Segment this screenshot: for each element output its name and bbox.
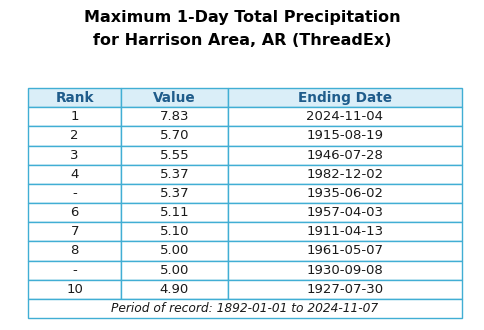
Text: 1930-09-08: 1930-09-08 [306, 264, 383, 277]
Bar [28, 203, 121, 222]
Text: 1911-04-13: 1911-04-13 [306, 225, 383, 238]
Bar [227, 184, 462, 203]
Bar [28, 260, 121, 280]
Bar [28, 107, 121, 126]
Bar [121, 260, 227, 280]
Text: 4.90: 4.90 [160, 283, 189, 296]
Text: -: - [72, 264, 77, 277]
Text: 6: 6 [71, 206, 79, 219]
Bar [121, 184, 227, 203]
Bar [28, 146, 121, 165]
Bar [28, 88, 121, 107]
Bar [121, 107, 227, 126]
Bar [227, 146, 462, 165]
Text: 1982-12-02: 1982-12-02 [306, 168, 383, 181]
Bar [28, 299, 462, 318]
Text: 1915-08-19: 1915-08-19 [306, 129, 383, 143]
Bar [227, 107, 462, 126]
Text: 1935-06-02: 1935-06-02 [306, 187, 383, 200]
Bar [121, 165, 227, 184]
Text: 5.37: 5.37 [160, 187, 189, 200]
Bar [227, 203, 462, 222]
Text: 7.83: 7.83 [160, 110, 189, 123]
Text: Period of record: 1892-01-01 to 2024-11-07: Period of record: 1892-01-01 to 2024-11-… [111, 302, 378, 315]
Bar [121, 241, 227, 260]
Text: 5.00: 5.00 [160, 264, 189, 277]
Text: 5.70: 5.70 [160, 129, 189, 143]
Text: 10: 10 [66, 283, 83, 296]
Text: Value: Value [153, 90, 196, 105]
Bar [28, 222, 121, 241]
Bar [121, 222, 227, 241]
Text: 5.55: 5.55 [160, 148, 189, 162]
Text: for Harrison Area, AR (ThreadEx): for Harrison Area, AR (ThreadEx) [93, 33, 391, 48]
Text: 5.11: 5.11 [160, 206, 189, 219]
Bar [121, 126, 227, 146]
Text: 1: 1 [70, 110, 79, 123]
Bar [227, 222, 462, 241]
Bar [227, 165, 462, 184]
Bar [227, 126, 462, 146]
Bar [121, 280, 227, 299]
Text: 7: 7 [70, 225, 79, 238]
Text: 5.00: 5.00 [160, 245, 189, 257]
Text: Maximum 1-Day Total Precipitation: Maximum 1-Day Total Precipitation [84, 10, 400, 25]
Text: 1957-04-03: 1957-04-03 [306, 206, 383, 219]
Text: 1946-07-28: 1946-07-28 [306, 148, 383, 162]
Text: 2024-11-04: 2024-11-04 [306, 110, 383, 123]
Bar [121, 88, 227, 107]
Text: 3: 3 [70, 148, 79, 162]
Bar [227, 260, 462, 280]
Text: 2: 2 [70, 129, 79, 143]
Bar [227, 241, 462, 260]
Bar [227, 280, 462, 299]
Text: 4: 4 [71, 168, 79, 181]
Bar [121, 203, 227, 222]
Text: 5.10: 5.10 [160, 225, 189, 238]
Text: 1927-07-30: 1927-07-30 [306, 283, 383, 296]
Text: 5.37: 5.37 [160, 168, 189, 181]
Bar [28, 126, 121, 146]
Text: 8: 8 [71, 245, 79, 257]
Bar [28, 165, 121, 184]
Text: 1961-05-07: 1961-05-07 [306, 245, 383, 257]
Bar [28, 280, 121, 299]
Bar [28, 241, 121, 260]
Bar [28, 184, 121, 203]
Bar [227, 88, 462, 107]
Text: Ending Date: Ending Date [298, 90, 392, 105]
Bar [121, 146, 227, 165]
Text: -: - [72, 187, 77, 200]
Text: Rank: Rank [55, 90, 94, 105]
